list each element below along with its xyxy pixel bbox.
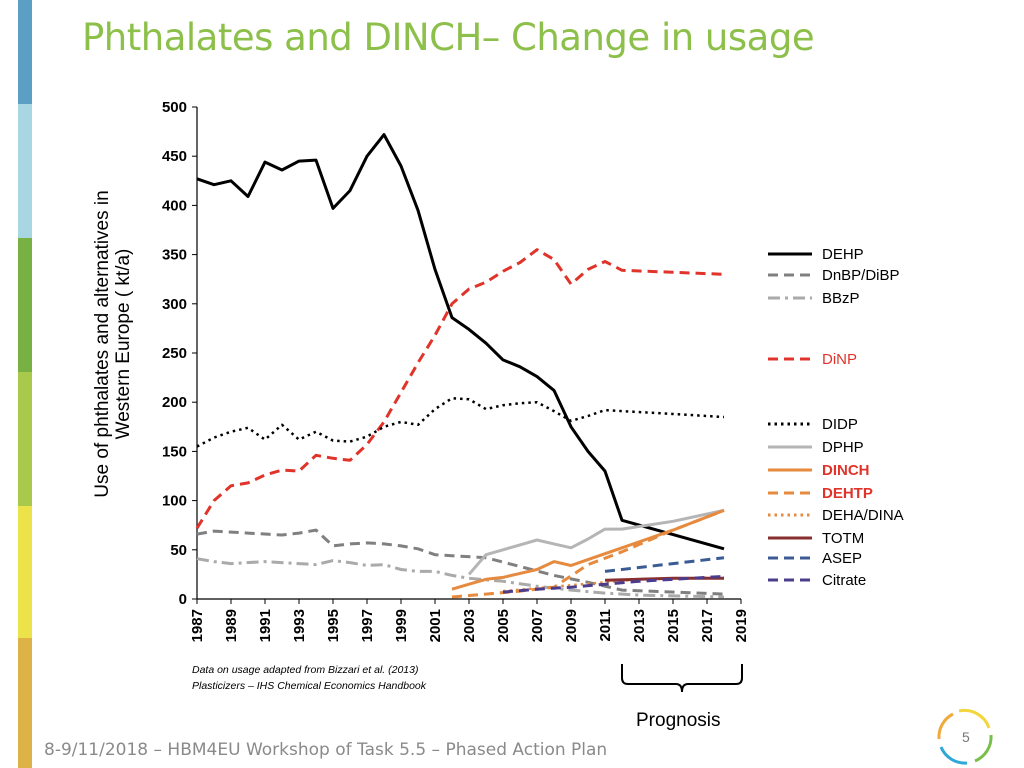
legend-label-deha-dina: DEHA/DINA [822,507,904,524]
legend-label-bbzp: BBzP [822,290,860,307]
slide-number: 5 [962,729,970,745]
y-tick-label: 0 [179,591,187,608]
x-tick-label: 2015 [665,609,682,642]
series-line-asep [604,556,725,573]
y-tick-label: 250 [162,345,187,362]
series-line-dinch [451,509,725,591]
x-tick-label: 1991 [257,609,274,642]
legend-label-dinp: DiNP [822,351,857,368]
y-tick-label: 450 [162,148,187,165]
legend-label-didp: DIDP [822,416,858,433]
y-tick-label: 200 [162,394,187,411]
x-tick-label: 2001 [427,609,444,642]
y-tick-label: 300 [162,296,187,313]
y-tick-label: 100 [162,493,187,510]
y-tick-label: 400 [162,197,187,214]
x-tick-label: 1997 [359,609,376,642]
legend-label-dehp: DEHP [822,246,864,263]
stripe-1 [18,0,32,104]
series-lines [195,133,725,599]
prognosis-label: Prognosis [636,710,721,731]
series-line-dehtp [451,509,725,599]
x-tick-label: 2005 [495,609,512,642]
x-tick-label: 1999 [393,609,410,642]
slide-footer: 8-9/11/2018 – HBM4EU Workshop of Task 5.… [44,740,608,760]
x-tick-label: 2007 [529,609,546,642]
y-tick-label: 150 [162,443,187,460]
y-tick-label: 350 [162,247,187,264]
x-tick-label: 2009 [563,609,580,642]
x-tick-label: 1987 [189,609,206,642]
legend-label-dphp: DPHP [822,439,864,456]
x-tick-label: 2013 [631,609,648,642]
stripe-5 [18,506,32,638]
x-tick-label: 1993 [291,609,308,642]
legend-label-dinch: DINCH [822,462,870,479]
x-tick-label: 1995 [325,609,342,642]
logo-icon [937,708,993,765]
stripe-3 [18,238,32,372]
x-tick-label: 1989 [223,609,240,642]
series-line-dehp [196,133,725,551]
slide-title: Phthalates and DINCH– Change in usage [82,16,815,59]
series-line-bbzp [196,557,725,599]
y-tick-label: 500 [162,99,187,116]
series-line-dphp [467,508,725,576]
stripe-6 [18,638,32,768]
x-tick-label: 2011 [597,609,614,642]
legend-label-asep: ASEP [822,550,862,567]
stripe-2 [18,104,32,238]
legend-label-dehtp: DEHTP [822,485,873,502]
source-note-1: Data on usage adapted from Bizzari et al… [192,664,419,676]
legend-label-dnbp-dibp: DnBP/DiBP [822,267,900,284]
x-tick-label: 2017 [699,609,716,642]
legend-label-citrate: Citrate [822,572,866,589]
stripe-4 [18,372,32,506]
x-tick-label: 2003 [461,609,478,642]
source-note-2: Plasticizers – IHS Chemical Economics Ha… [192,680,427,692]
prognosis-bracket [621,664,743,693]
legend: DEHP DnBP/DiBP BBzP DiNP DIDP DPHP DINCH DEHTP D… [768,246,904,589]
legend-label-totm: TOTM [822,530,864,547]
axes: 0 50 100 150 200 250 300 350 400 450 500 1987 1989 19… [162,99,750,642]
series-line-didp [196,397,725,448]
y-tick-label: 50 [170,542,187,559]
series-line-dinp [195,248,725,529]
series-line-citrate [502,574,725,594]
series-line-dnbp-dibp [196,528,725,596]
x-tick-label: 2019 [733,609,750,642]
